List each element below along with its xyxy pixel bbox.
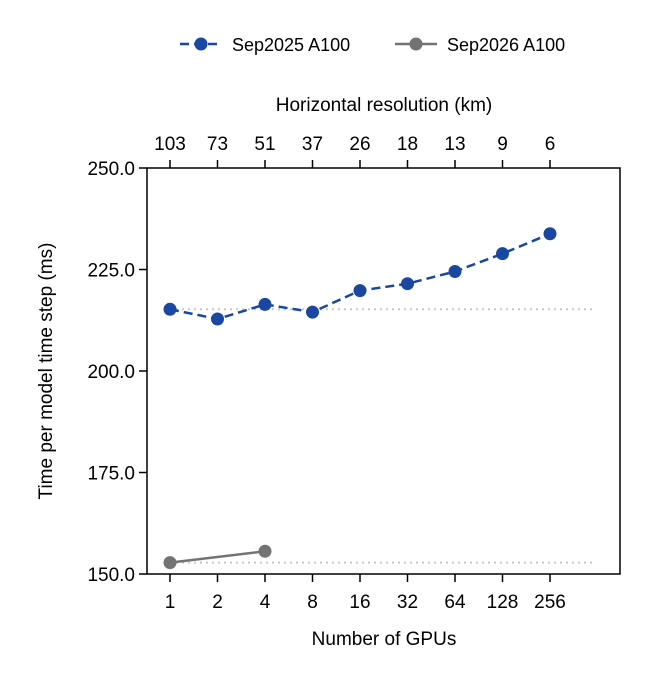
data-point: [211, 312, 224, 326]
y-tick-label: 225.0: [87, 261, 135, 282]
top-tick-label: 18: [397, 134, 418, 155]
top-tick-label: 103: [154, 134, 186, 155]
y-axis-title: Time per model time step (ms): [36, 243, 57, 500]
x-tick-label: 128: [487, 592, 519, 613]
data-point: [163, 302, 177, 316]
x-tick-label: 1: [165, 592, 176, 613]
series-line: [169, 232, 551, 321]
x-tick-label: 2: [212, 592, 223, 613]
top-tick-label: 6: [545, 134, 556, 155]
x-tick-label: 16: [349, 592, 370, 613]
data-point: [306, 305, 319, 319]
data-point: [448, 265, 462, 279]
y-tick-label: 200.0: [87, 362, 135, 383]
series: [163, 544, 272, 570]
top-axis-title: Horizontal resolution (km): [276, 95, 492, 116]
x-axis-title: Number of GPUs: [312, 629, 457, 650]
top-tick-label: 26: [349, 134, 370, 155]
series-line: [169, 550, 266, 564]
legend-item: Sep2025 A100: [180, 35, 350, 55]
baselines: [170, 308, 596, 564]
top-tick-label: 13: [444, 134, 465, 155]
legend-marker: [194, 37, 208, 51]
data-point: [401, 277, 414, 291]
data-point: [496, 247, 509, 261]
top-tick-label: 51: [254, 134, 275, 155]
legend: Sep2025 A100 Sep2026 A100: [180, 35, 565, 55]
data-point: [258, 297, 272, 311]
legend-label: Sep2025 A100: [232, 35, 350, 55]
top-tick-label: 9: [497, 134, 508, 155]
top-axis-ticks: 103 73 51 37 26 18 13 9 6: [154, 134, 555, 168]
data-point: [258, 544, 272, 558]
y-axis-ticks: 150.0 175.0 200.0 225.0 250.0: [87, 159, 147, 586]
x-tick-label: 64: [444, 592, 466, 613]
legend-marker: [409, 37, 423, 51]
y-tick-label: 250.0: [87, 159, 135, 180]
series: [163, 227, 557, 326]
x-axis-ticks: 1 2 4 8 16 32 64 128 256: [165, 574, 566, 613]
legend-item: Sep2026 A100: [395, 35, 565, 55]
y-tick-label: 175.0: [87, 464, 135, 485]
legend-label: Sep2026 A100: [447, 35, 565, 55]
data-point: [543, 227, 557, 241]
x-tick-label: 256: [534, 592, 566, 613]
series-layer: [163, 227, 557, 570]
top-tick-label: 37: [302, 134, 323, 155]
x-tick-label: 4: [260, 592, 271, 613]
x-tick-label: 32: [397, 592, 418, 613]
data-point: [163, 556, 177, 570]
top-tick-label: 73: [207, 134, 228, 155]
x-tick-label: 8: [307, 592, 318, 613]
data-point: [353, 284, 367, 298]
y-tick-label: 150.0: [87, 565, 135, 586]
